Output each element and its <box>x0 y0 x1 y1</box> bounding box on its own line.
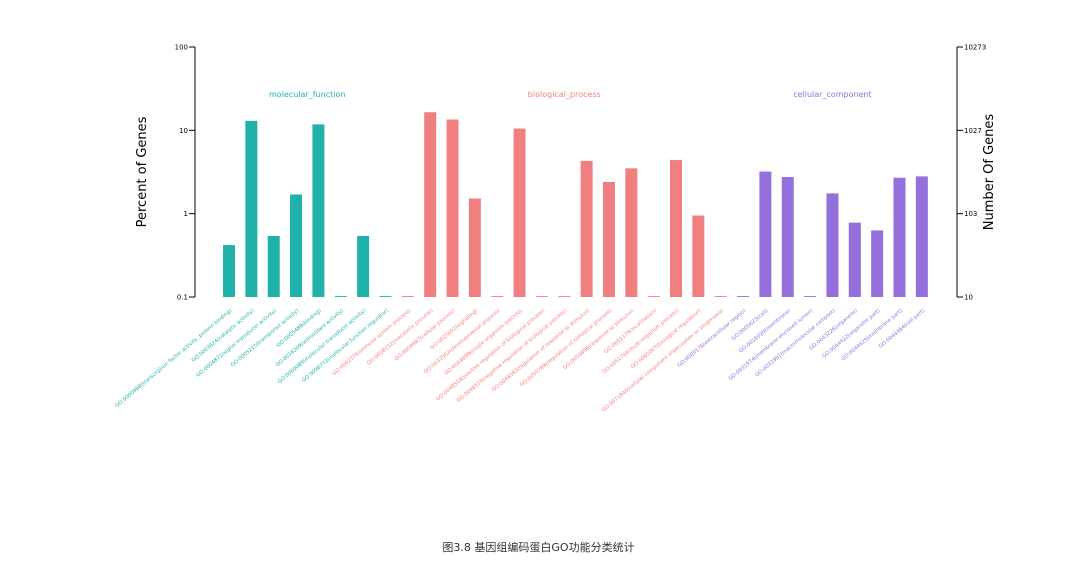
y-right-tick-label: 10 <box>964 294 973 302</box>
bar-molecular-function-1 <box>223 245 235 297</box>
group-labels: molecular_function biological_process cell… <box>269 90 872 99</box>
group-label-molecular-function: molecular_function <box>269 90 345 99</box>
bar-cellular-component-2 <box>759 171 772 297</box>
bar-biological-process-13 <box>670 160 682 297</box>
category-labels: GO:0000988(transcription factor activity… <box>114 308 926 414</box>
bar-molecular-function-4 <box>290 194 303 297</box>
y-axis-right-label: Number Of Genes <box>982 114 997 231</box>
y-right-tick-label: 10273 <box>964 44 986 52</box>
y-left-tick-label: 100 <box>175 44 188 52</box>
category-label: GO:0032991(macromolecular complex) <box>754 308 836 379</box>
bar-biological-process-3 <box>446 119 459 297</box>
bar-cellular-component-3 <box>781 177 794 297</box>
bar-biological-process-2 <box>424 112 437 297</box>
bar-biological-process-10 <box>602 181 615 297</box>
bar-molecular-function-5 <box>312 124 325 297</box>
y-right-tick-label: 1027 <box>964 127 982 135</box>
y-axis-left-label: Percent of Genes <box>135 116 150 227</box>
bar-cellular-component-8 <box>893 177 906 297</box>
bar-molecular-function-8 <box>379 296 392 297</box>
bar-biological-process-9 <box>580 160 593 297</box>
bar-biological-process-7 <box>535 296 548 297</box>
bar-molecular-function-7 <box>357 235 370 297</box>
group-label-biological-process: biological_process <box>528 90 601 99</box>
bar-cellular-component-1 <box>737 296 750 297</box>
bar-cellular-component-7 <box>871 230 884 297</box>
bar-cellular-component-4 <box>804 296 817 297</box>
y-left-tick-label: 1 <box>184 210 188 218</box>
bar-cellular-component-9 <box>915 176 928 297</box>
axes: 0.1 10 1 103 10 1027 100 10273 <box>175 44 987 302</box>
bar-molecular-function-2 <box>245 120 258 298</box>
bar-molecular-function-6 <box>334 296 347 297</box>
bar-biological-process-14 <box>692 215 705 297</box>
bar-molecular-function-3 <box>267 235 280 297</box>
bar-biological-process-5 <box>491 296 504 297</box>
bar-biological-process-11 <box>625 168 638 297</box>
group-label-cellular-component: cellular_component <box>793 90 872 99</box>
category-label: GO:0031974(membrane-enclosed lumen) <box>728 308 815 382</box>
y-right-tick-label: 103 <box>964 210 977 218</box>
go-classification-chart: 0.1 10 1 103 10 1027 100 10273 molecular_functi… <box>114 44 997 414</box>
bar-cellular-component-6 <box>848 222 861 297</box>
category-label: GO:0044464(cell part) <box>878 308 926 350</box>
bar-biological-process-4 <box>468 198 481 297</box>
y-left-tick-label: 0.1 <box>177 294 188 302</box>
bar-biological-process-1 <box>401 296 414 297</box>
bar-biological-process-6 <box>513 128 526 297</box>
bar-biological-process-12 <box>647 296 660 297</box>
bars <box>223 112 928 298</box>
bar-cellular-component-5 <box>826 193 839 297</box>
bar-biological-process-15 <box>714 296 727 297</box>
figure-caption: 图3.8 基因组编码蛋白GO功能分类统计 <box>442 541 635 554</box>
y-left-tick-label: 10 <box>179 127 188 135</box>
bar-biological-process-8 <box>558 296 571 297</box>
category-label: GO:0004871(signal transducer activity) <box>195 308 278 379</box>
